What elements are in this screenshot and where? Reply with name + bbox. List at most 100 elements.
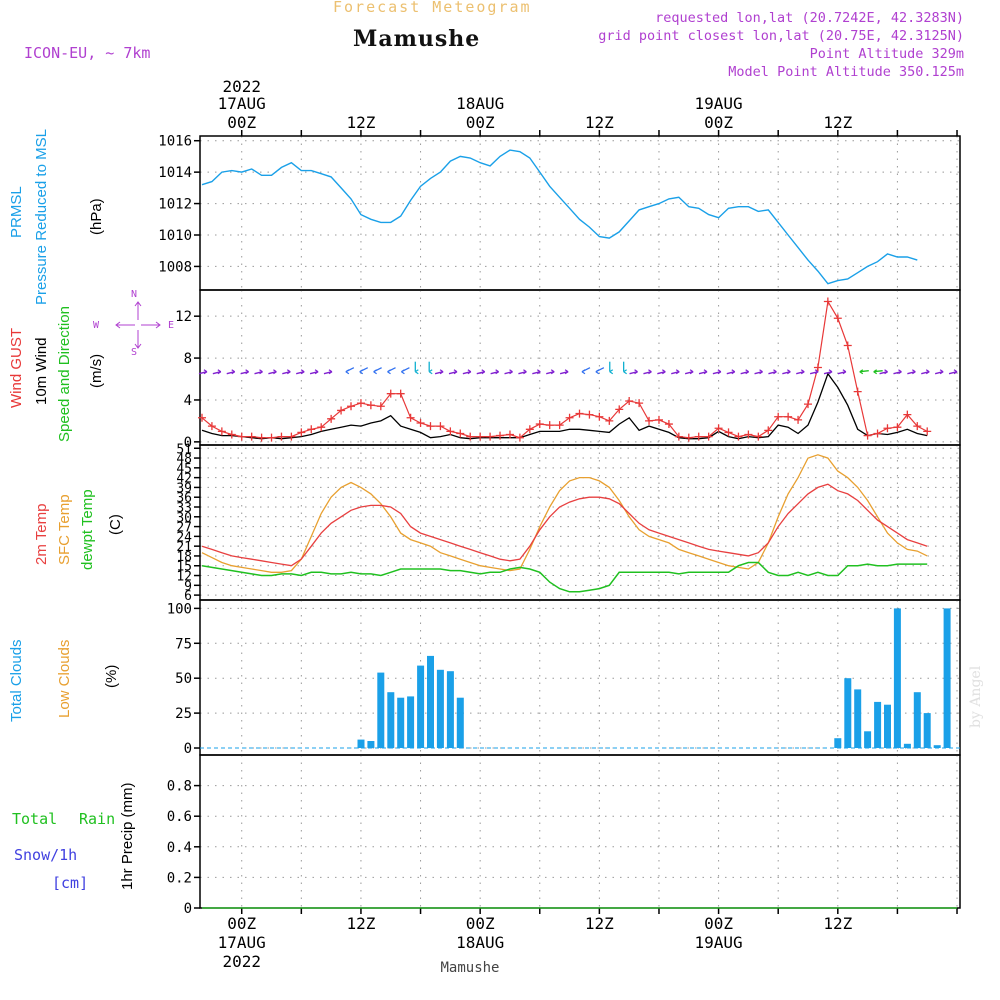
gust-marker [376, 402, 385, 411]
cloud-bar [884, 704, 891, 748]
gust-marker [287, 432, 296, 441]
bottom-axis-label: 00Z [227, 914, 256, 933]
gust-marker [833, 314, 842, 323]
y-tick-label: 12 [175, 309, 192, 325]
y-tick-label: 27 [176, 521, 192, 536]
wind-arrow [859, 370, 869, 373]
gust-marker [754, 432, 763, 441]
cloud-bar [377, 672, 385, 748]
wind-arrow-head [800, 369, 805, 375]
cloud-bar [854, 689, 862, 748]
gust-marker [227, 430, 236, 439]
gust-marker [515, 433, 524, 442]
compass-n: N [131, 289, 138, 300]
wind-arrow-head [925, 369, 930, 375]
top-axis-label: 12Z [346, 113, 375, 132]
y-tick-label: 51 [176, 442, 192, 457]
wind-arrow-head [623, 369, 627, 375]
cloud-bar [893, 608, 901, 748]
wind-arrow-head [428, 369, 433, 375]
wind-arrow-head [661, 369, 666, 375]
cloud-bar [923, 713, 931, 748]
wind-arrow-head [359, 369, 364, 375]
y-tick-label: 1014 [158, 165, 192, 181]
wind-arrow-head [259, 369, 263, 375]
compass-rose-icon [115, 301, 161, 349]
y-tick-label: 0.2 [167, 870, 192, 886]
top-axis-label: 17AUG [218, 94, 266, 113]
wind-arrow [873, 370, 883, 373]
cloud-bar [943, 608, 951, 748]
y-tick-label: 6 [184, 589, 192, 604]
top-axis-label: 19AUG [695, 94, 743, 113]
cloud-bar [874, 701, 882, 748]
cloud-bar [456, 697, 464, 748]
gust-marker [277, 432, 286, 441]
gust-marker [496, 431, 505, 440]
wind-arrow-head [345, 369, 350, 375]
y-tick-label: 8 [184, 351, 192, 367]
y-tick-label: 15 [176, 560, 192, 575]
cloud-bar [417, 665, 425, 748]
wind-arrow-head [595, 369, 600, 375]
gust-marker [664, 420, 673, 429]
precip-snow-label: Snow/1h [14, 846, 78, 864]
cloud-bar [446, 671, 454, 748]
y-tick-label: 30 [176, 511, 192, 526]
wind-arrow-head [898, 369, 902, 375]
gust-marker [525, 425, 534, 434]
wind-arrow-head [859, 369, 864, 375]
wind-arrow-head [286, 369, 291, 375]
gust-marker [635, 399, 644, 408]
gust-marker [486, 432, 495, 441]
wind-arrow-head [328, 369, 333, 375]
bottom-axis-label: 18AUG [456, 933, 504, 952]
gust-marker [545, 421, 554, 430]
y-tick-label: 1010 [158, 228, 192, 244]
wind-arrow-head [481, 369, 486, 375]
bottom-axis-label: 12Z [823, 914, 852, 933]
wind-arrow-head [828, 369, 833, 375]
y-tick-label: 1012 [158, 197, 192, 213]
wind-arrow-head [203, 369, 208, 375]
bottom-axis-label: 19AUG [695, 933, 743, 952]
gust-marker [406, 413, 415, 422]
gust-marker [853, 387, 862, 396]
wind-arrow-head [939, 369, 944, 375]
wind-arrow-head [884, 369, 888, 375]
wind-arrow-head [953, 369, 958, 375]
wind-arrow-head [773, 369, 777, 375]
dewpt-line [201, 561, 928, 593]
top-axis-label: 00Z [704, 113, 733, 132]
gust-marker [237, 432, 246, 441]
gust-marker [247, 432, 256, 441]
wind-arrow-head [717, 369, 722, 375]
wind-arrow-head [401, 369, 405, 375]
bottom-axis-label: 00Z [466, 914, 495, 933]
precip-rain-label: Rain [79, 810, 116, 828]
gust-marker [764, 426, 773, 435]
gust-marker [654, 415, 663, 424]
y-tick-label: 0.4 [167, 840, 192, 856]
wind-arrow-head [759, 369, 763, 375]
bottom-axis-label: 00Z [704, 914, 733, 933]
y-tick-label: 0 [184, 901, 192, 917]
wind-arrow-head [273, 369, 277, 375]
gust-marker [674, 432, 683, 441]
y-tick-label: 48 [176, 452, 192, 467]
gust-marker [923, 427, 932, 436]
panel-frame [199, 289, 961, 446]
requested-coords: requested lon,lat (20.7242E, 42.3283N) [655, 10, 964, 26]
gust-marker [615, 405, 624, 414]
compass-s: S [131, 347, 138, 358]
y-tick-label: 100 [167, 601, 192, 617]
top-axis-label: 12Z [585, 113, 614, 132]
top-axis-label: 00Z [466, 113, 495, 132]
y-tick-label: 0 [184, 741, 192, 757]
precip-total-label: Total [12, 810, 58, 828]
gust-marker [565, 413, 574, 422]
gust-marker [893, 423, 902, 432]
wind-arrow-head [814, 369, 819, 375]
cloud-bar [864, 731, 872, 749]
